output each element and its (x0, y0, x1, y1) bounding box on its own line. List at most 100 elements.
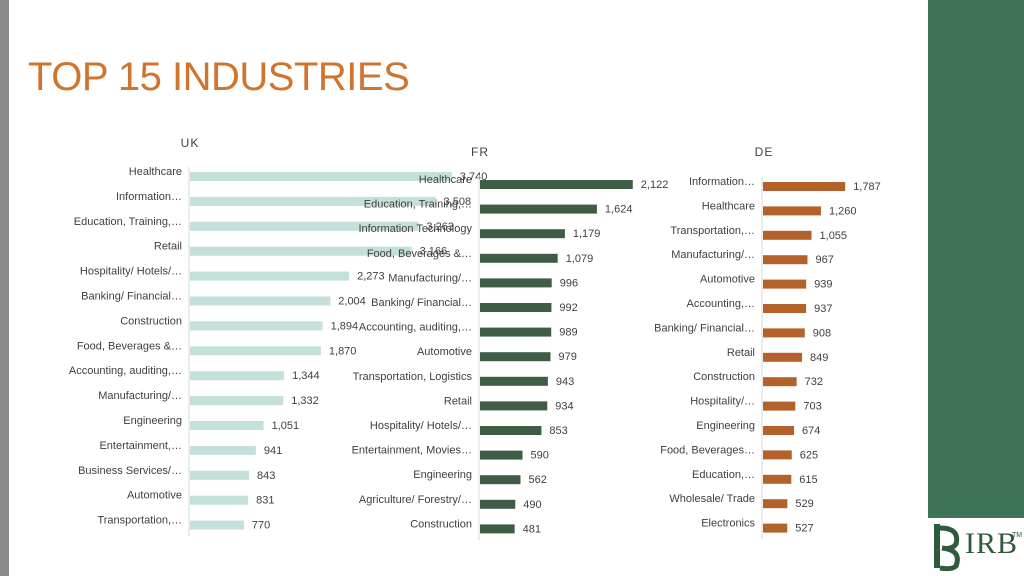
uk-bar (190, 396, 284, 406)
de-category-label: Education,… (692, 469, 755, 481)
de-bar (763, 426, 795, 435)
uk-category-label: Construction (120, 315, 182, 327)
logo-trademark: TM (1012, 532, 1023, 539)
uk-bar (190, 296, 331, 306)
de-bar (763, 230, 812, 240)
uk-category-label: Business Services/… (78, 465, 182, 477)
fr-category-label: Engineering (413, 469, 472, 481)
uk-value-label: 1,894 (331, 320, 359, 332)
uk-value-label: 2,273 (357, 271, 385, 283)
de-category-label: Hospitality/… (690, 396, 755, 408)
fr-value-label: 1,179 (573, 228, 601, 240)
fr-bar (480, 204, 597, 214)
fr-bar (480, 376, 548, 386)
uk-category-label: Retail (154, 241, 182, 253)
fr-category-label: Automotive (417, 346, 472, 358)
uk-category-label: Accounting, auditing,… (69, 365, 182, 377)
uk-category-label: Transportation,… (97, 515, 182, 527)
fr-chart-title: FR (471, 145, 489, 159)
uk-bar (190, 470, 250, 480)
uk-bar (190, 196, 436, 206)
fr-bar (480, 524, 515, 534)
de-category-label: Information… (689, 176, 755, 188)
fr-bar (480, 303, 552, 312)
de-bar (763, 182, 846, 191)
de-bar (763, 377, 797, 387)
fr-bar (480, 475, 521, 485)
logo-mark-icon (934, 524, 960, 572)
de-category-label: Transportation,… (670, 225, 755, 237)
logo-text: IRB (965, 527, 1019, 560)
fr-category-label: Retail (444, 395, 472, 407)
de-value-label: 937 (814, 303, 832, 315)
de-category-label: Banking/ Financial… (654, 322, 755, 334)
uk-bar (190, 495, 249, 505)
de-category-label: Automotive (700, 274, 755, 286)
fr-bar (480, 352, 551, 362)
right-side-panel (928, 0, 1024, 576)
fr-bar (480, 327, 552, 337)
de-value-label: 849 (810, 352, 828, 364)
de-bar (763, 206, 821, 216)
fr-bar (480, 180, 633, 189)
fr-category-label: Healthcare (419, 174, 472, 186)
fr-value-label: 979 (558, 351, 576, 363)
uk-category-label: Healthcare (129, 166, 182, 178)
uk-bar (190, 445, 256, 455)
fr-category-label: Transportation, Logistics (353, 371, 473, 383)
fr-value-label: 996 (560, 277, 578, 289)
uk-value-label: 1,344 (292, 370, 320, 382)
uk-category-label: Food, Beverages &… (77, 340, 182, 352)
uk-category-label: Education, Training,… (74, 216, 182, 228)
de-chart-title: DE (755, 145, 774, 159)
fr-bar (480, 401, 548, 411)
fr-category-label: Hospitality/ Hotels/… (370, 420, 472, 432)
de-category-label: Manufacturing/… (671, 249, 755, 261)
uk-category-label: Hospitality/ Hotels/… (80, 266, 182, 278)
de-category-label: Wholesale/ Trade (669, 493, 755, 505)
uk-bar (190, 421, 264, 430)
fr-value-label: 1,079 (566, 253, 594, 265)
de-category-label: Engineering (696, 420, 755, 432)
fr-category-label: Construction (410, 518, 472, 530)
fr-category-label: Accounting, auditing,… (359, 322, 472, 334)
fr-value-label: 989 (559, 327, 577, 339)
fr-value-label: 943 (556, 376, 574, 388)
de-bar (763, 401, 796, 411)
de-category-label: Electronics (701, 518, 755, 530)
uk-value-label: 770 (252, 520, 270, 532)
uk-value-label: 941 (264, 445, 282, 457)
uk-bar (190, 321, 323, 331)
uk-value-label: 1,870 (329, 345, 357, 357)
left-edge-strip (0, 0, 9, 576)
fr-value-label: 934 (555, 400, 573, 412)
de-category-label: Construction (693, 371, 755, 383)
fr-category-label: Entertainment, Movies… (352, 445, 472, 457)
fr-value-label: 562 (528, 474, 546, 486)
uk-value-label: 1,332 (291, 395, 319, 407)
de-bar (763, 450, 792, 460)
de-value-label: 908 (813, 327, 831, 339)
fr-category-label: Food, Beverages &… (367, 248, 472, 260)
fr-category-label: Education, Training,… (364, 199, 472, 211)
uk-category-label: Banking/ Financial… (81, 291, 182, 303)
uk-category-label: Automotive (127, 490, 182, 502)
de-value-label: 1,787 (853, 181, 881, 193)
uk-chart-title: UK (181, 136, 200, 150)
uk-category-label: Information… (116, 191, 182, 203)
uk-bar (190, 172, 452, 181)
fr-value-label: 853 (549, 425, 567, 437)
de-value-label: 939 (814, 279, 832, 291)
de-value-label: 527 (795, 523, 813, 535)
de-value-label: 615 (799, 474, 817, 486)
fr-value-label: 2,122 (641, 179, 669, 191)
de-value-label: 529 (795, 498, 813, 510)
uk-bar (190, 271, 350, 281)
uk-bar (190, 346, 321, 356)
de-bar (763, 279, 807, 289)
fr-bar (480, 278, 552, 288)
page-title: TOP 15 INDUSTRIES (28, 55, 410, 99)
fr-category-label: Agriculture/ Forestry/… (359, 494, 472, 506)
uk-bar (190, 246, 412, 256)
